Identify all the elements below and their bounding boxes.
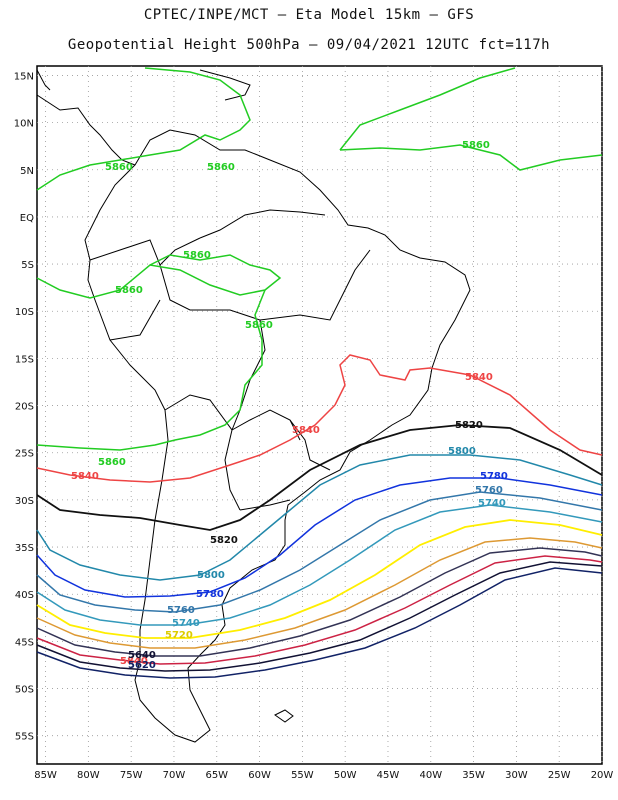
label-5820-b: 5820: [210, 535, 238, 546]
lat-label: 30S: [15, 496, 34, 507]
lon-label: 45W: [377, 770, 400, 781]
label-5740-a: 5740: [478, 498, 506, 509]
height-contours: [36, 67, 603, 679]
label-5620: 5620: [128, 660, 156, 671]
title-line-2: Geopotential Height 500hPa – 09/04/2021 …: [67, 37, 551, 53]
label-5820-a: 5820: [455, 420, 483, 431]
axis-labels: 15N 10N 5N EQ 5S 10S 15S 20S 25S 30S 35S 40S 45S 50S 5…: [14, 71, 614, 781]
lat-label: EQ: [20, 213, 34, 224]
lat-label: 35S: [15, 543, 34, 554]
contour-5860-caribbean: [36, 67, 251, 191]
contour-5640: [36, 561, 603, 672]
contour-5820: [36, 424, 603, 531]
contour-5740: [36, 504, 603, 626]
lon-label: 80W: [77, 770, 100, 781]
label-5860-b: 5860: [207, 162, 235, 173]
lat-label: 25S: [15, 449, 34, 460]
label-5640: 5640: [128, 650, 156, 661]
label-5800-b: 5800: [197, 570, 225, 581]
lat-label: 10S: [15, 307, 34, 318]
lon-label: 75W: [120, 770, 143, 781]
lon-label: 25W: [548, 770, 571, 781]
lat-label: 10N: [14, 119, 34, 130]
label-5780-b: 5780: [196, 589, 224, 600]
label-5860-d: 5860: [183, 250, 211, 261]
map-frame: [36, 65, 603, 765]
label-5740-b: 5740: [172, 618, 200, 629]
contour-5860-atlantic: [339, 144, 603, 171]
label-5780-a: 5780: [480, 471, 508, 482]
lon-label: 55W: [291, 770, 314, 781]
lon-label: 35W: [462, 770, 485, 781]
contour-5660: [36, 555, 603, 665]
contour-5780: [36, 477, 603, 598]
contour-5840-south: [36, 404, 336, 483]
contour-5840-north: [334, 354, 603, 456]
lat-label: 40S: [15, 590, 34, 601]
label-5860-a: 5860: [105, 162, 133, 173]
label-5860-c: 5860: [462, 140, 490, 151]
label-5840-c: 5840: [71, 471, 99, 482]
lat-label: 15S: [15, 354, 34, 365]
lon-label: 85W: [34, 770, 57, 781]
lat-label: 20S: [15, 402, 34, 413]
label-5760-a: 5760: [475, 485, 503, 496]
label-5860-g: 5860: [98, 457, 126, 468]
lon-label: 60W: [248, 770, 271, 781]
lon-label: 30W: [505, 770, 528, 781]
lat-label: 5S: [21, 260, 34, 271]
label-5860-f: 5860: [245, 320, 273, 331]
contour-5860-amazon: [36, 254, 282, 299]
label-5800-a: 5800: [448, 446, 476, 457]
lat-label: 45S: [15, 637, 34, 648]
label-5840-b: 5840: [292, 425, 320, 436]
lat-label: 55S: [15, 732, 34, 743]
title-line-1: CPTEC/INPE/MCT – Eta Model 15km – GFS: [143, 7, 475, 23]
lon-label: 70W: [163, 770, 186, 781]
lon-label: 40W: [419, 770, 442, 781]
lat-label: 5N: [20, 166, 34, 177]
graticule: [37, 66, 603, 764]
lon-label: 65W: [205, 770, 228, 781]
label-5760-b: 5760: [167, 605, 195, 616]
contour-5700: [36, 537, 603, 649]
lon-label: 50W: [334, 770, 357, 781]
contour-5800: [36, 454, 603, 581]
contour-5760: [36, 491, 603, 613]
contour-5860-north: [339, 67, 516, 151]
contour-labels: 5860 5860 5860 5860 5860 5860 5860 5840 …: [71, 140, 508, 671]
label-5840-d: 5840: [120, 656, 148, 667]
contour-5720: [36, 519, 603, 639]
contour-5860-interior: [36, 289, 266, 451]
contour-5620: [36, 567, 603, 679]
lat-label: 15N: [14, 71, 34, 82]
label-5860-e: 5860: [115, 285, 143, 296]
label-5720: 5720: [165, 630, 193, 641]
contour-5680: [36, 547, 603, 657]
lat-label: 50S: [15, 685, 34, 696]
label-5840-a: 5840: [465, 372, 493, 383]
lon-label: 20W: [591, 770, 614, 781]
